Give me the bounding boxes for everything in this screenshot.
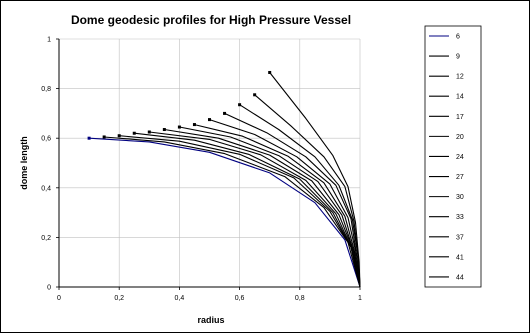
y-tick-label: 0,6	[41, 136, 51, 143]
series-start-marker-27	[192, 123, 196, 127]
series-line-6	[89, 137, 361, 288]
series-start-marker-44	[268, 70, 272, 74]
legend-label-30: 30	[456, 194, 464, 201]
series-start-marker-14	[132, 131, 136, 135]
series-line-30	[209, 119, 361, 288]
x-tick-label: 0,4	[175, 295, 185, 302]
legend-label-41: 41	[456, 254, 464, 261]
y-tick-label: 0,8	[41, 86, 51, 93]
x-tick-label: 0,8	[295, 295, 305, 302]
y-tick-label: 0,4	[41, 185, 51, 192]
legend-label-33: 33	[456, 214, 464, 221]
series-start-marker-12	[117, 134, 121, 138]
x-tick-label: 1	[358, 295, 362, 302]
series-start-marker-6	[87, 136, 91, 140]
series-start-marker-41	[253, 93, 257, 97]
series-start-marker-33	[223, 111, 227, 115]
series-start-marker-30	[208, 118, 211, 122]
series-line-24	[179, 126, 361, 288]
legend-label-37: 37	[456, 234, 464, 241]
legend-label-12: 12	[456, 74, 464, 81]
legend-label-6: 6	[456, 34, 460, 41]
series-line-33	[224, 112, 361, 288]
y-tick-label: 0	[47, 285, 51, 292]
x-tick-label: 0	[57, 295, 61, 302]
legend-label-17: 17	[456, 114, 464, 121]
y-tick-label: 0,2	[41, 235, 51, 242]
chart-title: Dome geodesic profiles for High Pressure…	[71, 13, 351, 27]
x-axis-title: radius	[197, 315, 224, 325]
series-start-marker-17	[147, 130, 151, 134]
x-tick-label: 0,2	[114, 295, 124, 302]
series-start-marker-20	[162, 128, 166, 132]
series-line-44	[269, 72, 361, 288]
legend-label-27: 27	[456, 174, 464, 181]
legend-label-9: 9	[456, 54, 460, 61]
series-start-marker-9	[102, 135, 106, 139]
legend-label-44: 44	[456, 274, 464, 281]
legend-label-24: 24	[456, 154, 464, 161]
legend: 6 9 12 14 17 20 24 27 30 33 37 41 44	[424, 25, 482, 288]
series-start-marker-37	[238, 103, 242, 107]
plot-area: 0 0,2 0,4 0,6 0,8 1 0 0,2 0,4 0,6 0,8 1	[41, 37, 362, 303]
series-start-marker-24	[177, 125, 181, 129]
legend-label-14: 14	[456, 94, 464, 101]
y-axis-title: dome length	[19, 136, 29, 190]
x-tick-label: 0,6	[235, 295, 245, 302]
series-line-27	[194, 124, 361, 288]
y-tick-label: 1	[47, 37, 51, 44]
legend-label-20: 20	[456, 134, 464, 141]
